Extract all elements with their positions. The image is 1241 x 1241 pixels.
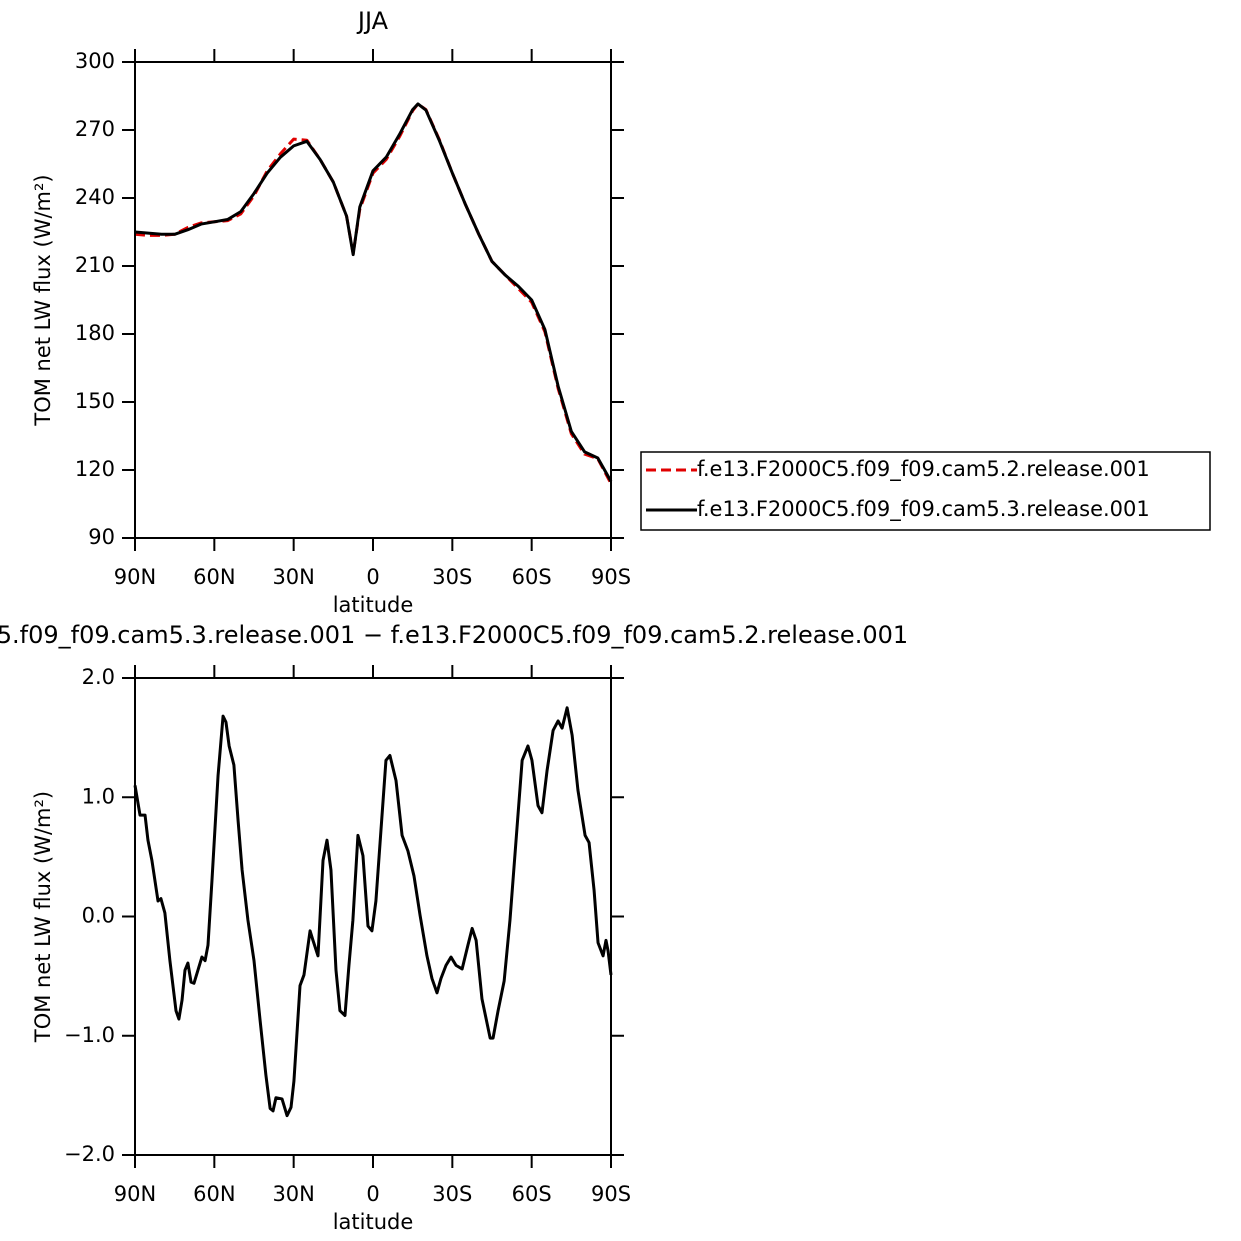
x-tick-label: 0 (366, 1182, 379, 1206)
chart-title: JJA (356, 7, 389, 35)
y-tick-label: 210 (75, 253, 115, 277)
y-tick-label: 1.0 (82, 784, 115, 808)
y-tick-label: 150 (75, 389, 115, 413)
y-tick-label: −2.0 (64, 1142, 115, 1166)
x-tick-label: 60N (193, 1182, 235, 1206)
x-tick-label: 90S (591, 565, 631, 589)
x-tick-label: 90N (114, 1182, 156, 1206)
data-line (134, 102, 613, 485)
chart-title: f.e13.F2000C5.f09_f09.cam5.3.release.001… (0, 621, 908, 649)
y-tick-label: 180 (75, 321, 115, 345)
y-tick-label: −1.0 (64, 1023, 115, 1047)
x-tick-label: 30N (272, 1182, 314, 1206)
x-tick-label: 30S (432, 565, 472, 589)
plot-frame (134, 61, 612, 539)
x-axis-label: latitude (333, 593, 414, 617)
x-tick-label: 60N (193, 565, 235, 589)
y-axis-label: TOM net LW flux (W/m²) (31, 791, 55, 1043)
legend-box (640, 451, 1211, 531)
y-tick-label: 240 (75, 185, 115, 209)
legend-label: f.e13.F2000C5.f09_f09.cam5.2.release.001 (697, 457, 1150, 482)
x-tick-label: 60S (512, 565, 552, 589)
x-tick-label: 30S (432, 1182, 472, 1206)
data-line (133, 706, 613, 1118)
x-axis-label: latitude (333, 1210, 414, 1234)
legend-label: f.e13.F2000C5.f09_f09.cam5.3.release.001 (697, 497, 1150, 522)
data-line (134, 102, 613, 483)
x-tick-label: 60S (512, 1182, 552, 1206)
y-axis-label: TOM net LW flux (W/m²) (31, 174, 55, 426)
plot-frame (134, 677, 612, 1156)
x-tick-label: 90N (114, 565, 156, 589)
y-tick-label: 300 (75, 49, 115, 73)
x-tick-label: 90S (591, 1182, 631, 1206)
y-tick-label: 0.0 (82, 904, 115, 928)
y-tick-label: 90 (88, 525, 115, 549)
x-tick-label: 30N (272, 565, 314, 589)
x-tick-label: 0 (366, 565, 379, 589)
y-tick-label: 2.0 (82, 665, 115, 689)
y-tick-label: 120 (75, 457, 115, 481)
y-tick-label: 270 (75, 117, 115, 141)
